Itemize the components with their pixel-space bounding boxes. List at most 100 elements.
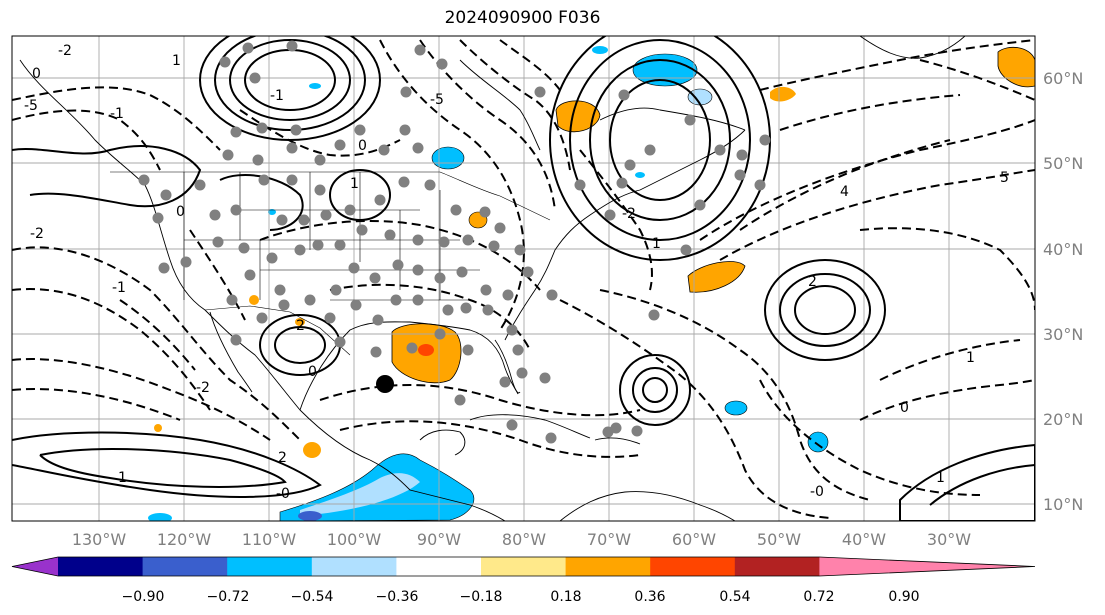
colorbar-tick-label: −0.36 <box>376 589 419 605</box>
contour-label: 0 <box>32 66 41 82</box>
station-marker <box>482 304 494 316</box>
station-marker <box>648 309 660 321</box>
coast-central-am <box>369 459 506 521</box>
station-marker <box>230 334 242 346</box>
station-marker <box>624 159 636 171</box>
contour-label: 2 <box>278 450 287 466</box>
station-marker <box>412 264 424 276</box>
map-background <box>12 36 1035 521</box>
contour-d-29 <box>579 149 653 291</box>
contour-label: 1 <box>652 236 661 252</box>
contour-label: 0 <box>308 364 317 380</box>
shade-orange-atlantic <box>687 261 746 293</box>
contour-d-28 <box>919 59 1035 101</box>
station-marker <box>545 432 557 444</box>
contour-ts-3 <box>642 377 668 403</box>
contour-label: 1 <box>966 350 975 366</box>
station-marker <box>209 209 221 221</box>
colorbar-extend-high <box>819 557 1035 576</box>
station-marker <box>412 234 424 246</box>
contour-label: 1 <box>936 470 945 486</box>
coast-atlantic <box>504 129 746 341</box>
contour-ne-a-1 <box>329 169 391 221</box>
station-marker <box>276 214 288 226</box>
contour-label: -2 <box>622 206 636 222</box>
contour-label: -1 <box>270 88 284 104</box>
coast-yucatan <box>419 429 466 456</box>
contour-high-nw-3 <box>229 39 351 121</box>
station-marker <box>412 142 424 154</box>
station-marker <box>348 262 360 274</box>
station-marker <box>354 124 366 136</box>
coast-greenland <box>859 36 966 59</box>
station-marker <box>494 222 506 234</box>
contour-label: -1 <box>112 280 126 296</box>
station-marker <box>384 229 396 241</box>
contour-label: -0 <box>810 484 824 500</box>
contour-label: 0 <box>176 204 185 220</box>
station-marker <box>714 144 726 156</box>
station-marker <box>434 272 446 284</box>
contour-d-13 <box>319 384 641 417</box>
border-us-canada <box>110 171 551 221</box>
station-marker <box>286 174 298 186</box>
shade-blue-n2 <box>309 83 321 89</box>
contour-pac-1 <box>12 431 322 498</box>
station-marker <box>480 284 492 296</box>
station-marker <box>539 372 551 384</box>
station-marker <box>356 224 368 236</box>
shade-orange-small3 <box>303 442 321 458</box>
station-marker <box>736 149 748 161</box>
station-marker <box>286 142 298 154</box>
contour-label: -5 <box>430 92 444 108</box>
borders <box>110 171 551 356</box>
station-marker <box>506 324 518 336</box>
contour-label: -2 <box>58 43 72 59</box>
contour-d-20 <box>759 39 1035 91</box>
colorbar-tick-label: −0.90 <box>122 589 165 605</box>
station-marker <box>194 179 206 191</box>
station-marker <box>334 139 346 151</box>
shade-blue-lakes <box>431 146 465 170</box>
station-marker <box>286 40 298 52</box>
contour-label: -5 <box>24 98 38 114</box>
station-marker <box>330 284 342 296</box>
coast-hispaniola <box>594 437 641 445</box>
station-marker <box>618 89 630 101</box>
contour-se-1 <box>899 443 1035 521</box>
contour-ts-1 <box>619 354 691 426</box>
contour-d-24 <box>859 379 1035 421</box>
contour-d-10 <box>499 39 561 91</box>
contour-atl-3 <box>794 285 856 335</box>
contour-d-6 <box>12 388 181 421</box>
station-marker <box>450 204 462 216</box>
shade-blue-atl2 <box>807 431 829 453</box>
station-marker <box>244 269 256 281</box>
lon-label: 60°W <box>672 530 716 549</box>
contour-ts-2 <box>632 367 678 413</box>
station-marker <box>256 122 268 134</box>
station-marker <box>546 289 558 301</box>
colorbar-outline <box>11 556 1036 577</box>
latitude-labels: 60°N 50°N 40°N 30°N 20°N 10°N <box>1043 69 1083 514</box>
contour-d-18 <box>719 169 1035 261</box>
station-marker <box>631 425 643 437</box>
coast-florida <box>494 339 521 394</box>
contour-d-27 <box>119 299 196 371</box>
station-marker <box>390 294 402 306</box>
map-title: 2024090900 F036 <box>444 8 601 28</box>
station-marker <box>320 209 332 221</box>
lat-label: 30°N <box>1043 325 1083 344</box>
station-marker <box>616 177 628 189</box>
station-markers <box>138 40 771 444</box>
highlight-marker <box>376 375 394 393</box>
station-marker <box>574 179 586 191</box>
contour-label: 0 <box>900 400 909 416</box>
colorbar-segment <box>396 557 482 576</box>
contour-label: -0 <box>276 486 290 502</box>
station-marker <box>230 126 242 138</box>
station-marker <box>222 149 234 161</box>
colorbar-segment <box>311 557 397 576</box>
contour-atl-1 <box>764 259 886 361</box>
